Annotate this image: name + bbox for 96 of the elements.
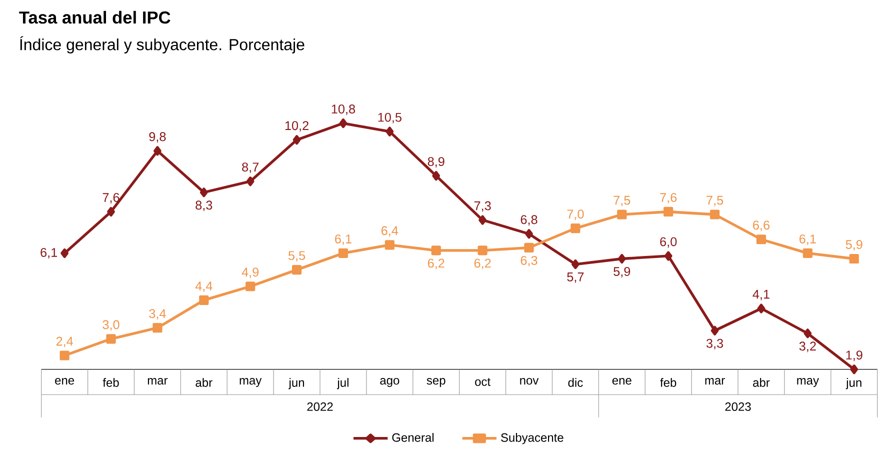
point: [339, 118, 348, 128]
text: 2023: [725, 402, 751, 412]
data-label: 8,7: [242, 162, 259, 174]
x-tick-label: abr: [753, 378, 770, 388]
legend-label: Subyacente: [501, 433, 564, 444]
x-tick-label: mar: [148, 378, 168, 385]
data-label: 6,4: [382, 226, 398, 237]
x-tick-label: ene: [55, 378, 74, 385]
data-label: 4,4: [195, 282, 212, 292]
data-label: 2,4: [56, 336, 73, 348]
data-label: 6,8: [520, 215, 538, 226]
data-label: 10,5: [378, 113, 402, 124]
data-label: 7,5: [614, 196, 630, 206]
data-label: 3,2: [799, 342, 816, 352]
data-label: 4,9: [242, 268, 259, 278]
point: [525, 229, 533, 239]
data-label: 3,4: [149, 309, 166, 320]
x-tick-label: ago: [380, 378, 400, 388]
data-label: 8,3: [196, 200, 212, 212]
point: [756, 234, 766, 244]
data-label: 9,8: [149, 132, 166, 143]
point: [850, 364, 858, 374]
data-label: 6,3: [520, 256, 538, 267]
point: [804, 328, 812, 338]
data-label: 3,0: [102, 320, 120, 331]
data-label: 4,1: [752, 290, 770, 300]
point: [386, 126, 394, 137]
point: [152, 323, 162, 333]
data-label: 7,3: [474, 201, 491, 212]
data-label: 7,6: [102, 193, 120, 204]
point: [431, 246, 441, 256]
data-label: 8,9: [428, 157, 444, 168]
point: [757, 304, 766, 314]
point: [570, 224, 580, 234]
point: [154, 146, 162, 156]
point: [199, 296, 209, 306]
data-label: 5,9: [846, 240, 862, 251]
data-label: 3,3: [706, 339, 724, 350]
x-tick-label: may: [240, 378, 262, 388]
x-tick-label: sep: [426, 378, 446, 388]
point: [338, 248, 348, 258]
point: [618, 254, 626, 264]
point: [478, 246, 488, 256]
data-label: 10,2: [285, 121, 308, 132]
point: [710, 210, 720, 220]
point: [664, 251, 672, 261]
data-label: 6,2: [428, 258, 444, 270]
point: [246, 176, 254, 186]
point: [849, 254, 859, 264]
data-label: 5,9: [614, 267, 630, 278]
x-tick-label: dic: [568, 378, 583, 388]
x-tick-label: feb: [102, 378, 119, 388]
data-label: 5,5: [288, 251, 306, 262]
x-tick-label: nov: [520, 378, 539, 385]
x-tick-label: oct: [475, 378, 490, 386]
data-label: 6,0: [660, 237, 677, 248]
x-tick-label: may: [797, 378, 819, 388]
data-label: 6,1: [800, 234, 816, 246]
data-label: 7,6: [660, 193, 677, 204]
chart-title: Tasa anual del IPC: [19, 11, 170, 24]
point: [246, 282, 256, 292]
point: [292, 135, 301, 145]
point: [710, 326, 719, 336]
data-label: 5,7: [567, 272, 584, 284]
point: [106, 334, 116, 344]
data-label: 7,5: [706, 196, 724, 206]
data-label: 10,8: [332, 104, 356, 116]
text: 2022: [307, 402, 333, 412]
data-label: 6,6: [753, 220, 770, 232]
point: [384, 240, 394, 250]
data-label: 7,0: [567, 210, 584, 220]
point: [524, 243, 534, 253]
point: [107, 207, 115, 217]
point: [572, 260, 580, 270]
point: [478, 215, 486, 226]
point: [60, 350, 70, 360]
point: [617, 210, 627, 220]
data-label: 6,1: [335, 234, 352, 246]
legend-label: General: [392, 433, 434, 442]
data-label: 6,2: [474, 258, 491, 270]
x-tick-label: ene: [612, 378, 632, 385]
x-tick-label: feb: [660, 378, 676, 388]
data-label: 1,9: [846, 350, 862, 362]
point: [664, 207, 674, 217]
x-tick-label: jun: [288, 378, 304, 390]
point: [802, 248, 812, 258]
point: [292, 265, 302, 275]
point: [200, 188, 208, 198]
x-tick-label: jun: [846, 378, 862, 390]
x-tick-label: mar: [705, 378, 725, 385]
point: [60, 248, 68, 258]
x-tick-label: abr: [196, 378, 212, 388]
data-label: 6,1: [40, 248, 58, 259]
x-tick-label: jul: [336, 378, 348, 390]
point: [432, 171, 440, 181]
chart-subtitle: Índice general y subyacente. Porcentaje: [20, 36, 304, 54]
